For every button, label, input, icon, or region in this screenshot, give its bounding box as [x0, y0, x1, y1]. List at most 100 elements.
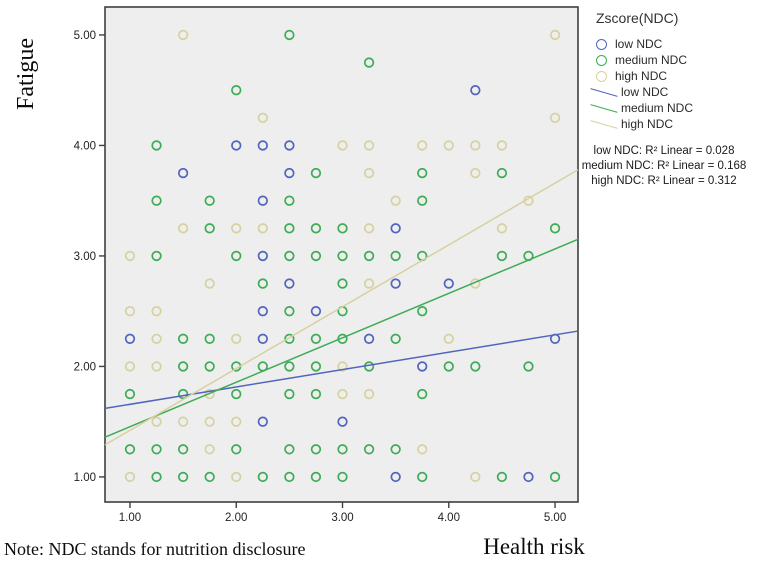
- data-point-high: [204, 444, 215, 455]
- y-tick-label: 2.00: [74, 361, 96, 373]
- data-point-high: [231, 471, 242, 483]
- legend-marker-item: medium NDC: [596, 52, 761, 68]
- legend-title: Zscore(NDC): [596, 10, 679, 26]
- data-point-medium: [257, 471, 268, 483]
- data-point-medium: [443, 361, 454, 372]
- x-tick-label: 4.00: [438, 512, 460, 524]
- data-point-high: [124, 361, 136, 372]
- y-tick-label: 4.00: [74, 140, 96, 152]
- data-point-high: [177, 223, 189, 234]
- data-point-medium: [151, 471, 162, 483]
- legend-item-label: low NDC: [615, 37, 663, 51]
- data-point-low: [284, 167, 295, 179]
- y-tick-label: 3.00: [74, 251, 96, 263]
- legend-marker-item: high NDC: [596, 68, 761, 84]
- low-ndc-marker-icon: [596, 38, 607, 50]
- data-point-medium: [417, 167, 428, 179]
- data-point-medium: [231, 250, 242, 262]
- data-point-high: [231, 223, 242, 234]
- x-tick-label: 3.00: [331, 512, 353, 524]
- legend: Zscore(NDC) low NDC medium NDC high NDC …: [588, 8, 761, 132]
- data-point-medium: [310, 361, 322, 372]
- data-point-medium: [284, 444, 295, 455]
- data-point-low: [470, 85, 481, 96]
- legend-marker-item: low NDC: [596, 36, 761, 52]
- data-point-medium: [523, 361, 534, 372]
- data-point-medium: [204, 223, 215, 234]
- data-point-medium: [124, 388, 136, 400]
- data-point-medium: [124, 444, 136, 455]
- data-point-low: [363, 333, 375, 344]
- data-point-medium: [417, 195, 428, 206]
- data-point-medium: [310, 333, 322, 344]
- data-point-low: [124, 333, 136, 344]
- data-point-medium: [151, 140, 162, 151]
- data-point-high: [151, 306, 162, 317]
- data-point-medium: [337, 471, 348, 483]
- data-point-medium: [337, 333, 348, 344]
- data-point-high: [443, 333, 454, 344]
- data-point-medium: [284, 306, 295, 317]
- data-point-high: [363, 278, 375, 289]
- data-point-medium: [284, 250, 295, 262]
- data-point-high: [549, 112, 561, 123]
- r2-annotations: low NDC: R² Linear = 0.028 medium NDC: R…: [566, 144, 761, 189]
- data-point-medium: [310, 223, 322, 234]
- legend-item-label: high NDC: [615, 69, 668, 83]
- x-axis-title: Health risk: [483, 534, 585, 559]
- data-point-medium: [363, 250, 375, 262]
- x-tick-label: 2.00: [225, 512, 247, 524]
- data-point-high: [443, 140, 454, 151]
- data-point-high: [363, 140, 375, 151]
- data-point-low: [257, 416, 268, 427]
- data-point-medium: [231, 388, 242, 400]
- r2-annotation-medium: medium NDC: R² Linear = 0.168: [581, 160, 747, 172]
- scatter-plot: 1.00 2.00 3.00 4.00 5.00 1.00 2.00 3.00 4.00 5.00: [74, 6, 579, 524]
- data-point-medium: [177, 471, 189, 483]
- data-point-medium: [284, 29, 295, 41]
- data-point-low: [523, 471, 534, 483]
- data-point-medium: [204, 361, 215, 372]
- data-point-medium: [151, 195, 162, 206]
- data-point-medium: [310, 471, 322, 483]
- data-point-medium: [204, 333, 215, 344]
- data-point-medium: [284, 471, 295, 483]
- data-point-high: [124, 250, 136, 262]
- data-point-medium: [496, 471, 508, 483]
- data-point-high: [496, 140, 508, 151]
- data-point-low: [337, 416, 348, 427]
- y-tick-label: 5.00: [74, 30, 96, 42]
- data-point-high: [151, 333, 162, 344]
- data-point-medium: [417, 388, 428, 400]
- legend-line-item: low NDC: [590, 84, 761, 100]
- data-point-low: [417, 361, 428, 372]
- data-point-high: [363, 223, 375, 234]
- data-point-medium: [310, 167, 322, 179]
- data-point-medium: [177, 444, 189, 455]
- data-point-medium: [177, 388, 189, 400]
- r2-annotation-high: high NDC: R² Linear = 0.312: [591, 175, 737, 187]
- data-point-medium: [177, 361, 189, 372]
- y-axis-title: Fatigue: [13, 38, 39, 110]
- data-point-high: [470, 471, 481, 483]
- data-point-medium: [284, 223, 295, 234]
- data-point-low: [284, 140, 295, 151]
- data-point-high: [231, 333, 242, 344]
- data-point-high: [151, 361, 162, 372]
- medium-ndc-marker-icon: [596, 54, 607, 66]
- data-point-medium: [257, 278, 268, 289]
- data-point-medium: [231, 444, 242, 455]
- data-point-medium: [231, 85, 242, 96]
- medium-ndc-line-icon: [590, 103, 618, 113]
- data-point-medium: [549, 471, 561, 483]
- legend-line-item: high NDC: [590, 116, 761, 132]
- data-point-high: [177, 29, 189, 41]
- legend-item-label: medium NDC: [621, 101, 694, 115]
- data-point-low: [177, 167, 189, 179]
- data-point-high: [337, 388, 348, 400]
- data-point-high: [204, 388, 215, 400]
- note-text: Note: NDC stands for nutrition disclosur…: [4, 539, 306, 559]
- data-point-medium: [363, 444, 375, 455]
- data-point-high: [337, 361, 348, 372]
- data-point-high: [470, 167, 481, 179]
